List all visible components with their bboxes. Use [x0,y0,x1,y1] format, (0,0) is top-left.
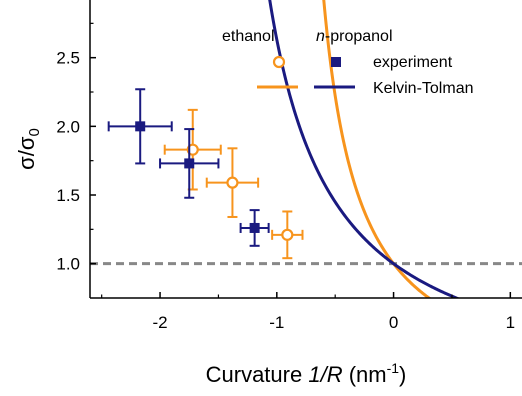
propanol-point-1 [135,121,146,132]
legend-propanol-experiment-marker [331,57,341,67]
y-tick-label: 1.0 [56,255,80,274]
x-tick-label: 1 [506,313,515,332]
ethanol-point-3 [281,228,294,241]
legend: ethanol n-propanol experiment Kelvin-Tol… [222,28,473,97]
x-axis-title: Curvature 1/R (nm-1) [206,360,407,387]
legend-ethanol-experiment-marker [272,55,286,69]
propanol-experiment-points [107,88,270,247]
x-ticks: -2 -1 0 1 [101,292,515,332]
y-tick-label: 2.5 [56,49,80,68]
ethanol-experiment-points [163,108,304,260]
y-ticks: 1.0 1.5 2.0 2.5 [56,22,96,274]
propanol-point-2 [184,158,195,169]
legend-header-ethanol: ethanol [222,28,275,45]
legend-header-propanol: n-propanol [316,28,393,45]
propanol-kelvin-tolman-curve [268,0,461,298]
y-tick-label: 2.0 [56,117,80,136]
legend-label-experiment: experiment [373,54,453,71]
ethanol-kelvin-tolman-curve [322,0,432,298]
legend-label-kelvin-tolman: Kelvin-Tolman [373,80,473,97]
ethanol-point-2 [226,176,239,189]
x-tick-label: -2 [152,313,167,332]
y-axis-title: σ/σ0 [14,128,43,170]
ethanol-point-1 [186,143,199,156]
propanol-point-3 [249,222,260,233]
x-tick-label: 0 [389,313,398,332]
y-tick-label: 1.5 [56,186,80,205]
x-tick-label: -1 [269,313,284,332]
